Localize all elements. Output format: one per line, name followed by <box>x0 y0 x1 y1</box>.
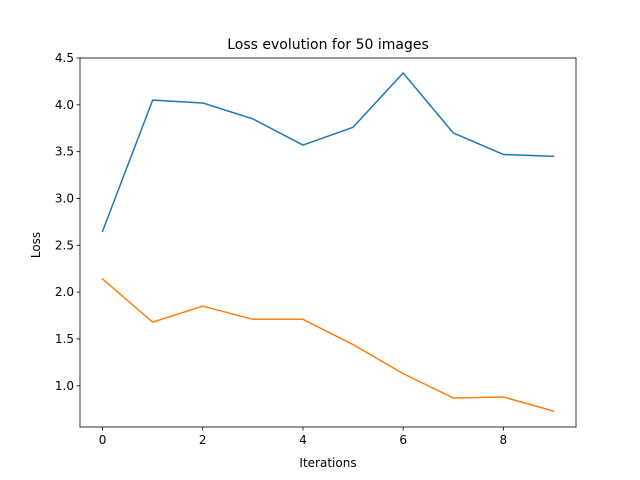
y-tick-label: 4.0 <box>55 98 74 112</box>
x-tick-label: 6 <box>399 433 407 447</box>
x-axis-label: Iterations <box>299 456 356 470</box>
plot-frame <box>79 57 577 428</box>
x-tick-label: 2 <box>199 433 207 447</box>
y-axis-label: Loss <box>29 232 43 258</box>
series-layer <box>101 72 555 413</box>
y-tick-label: 4.5 <box>55 51 74 65</box>
x-axis: 0 2 4 6 8 <box>99 427 507 447</box>
series-line-1 <box>101 72 555 233</box>
y-tick-label: 3.0 <box>55 191 74 205</box>
x-tick-label: 8 <box>500 433 508 447</box>
x-tick-label: 0 <box>99 433 107 447</box>
series-line-2 <box>101 277 555 413</box>
y-axis: 1.0 1.5 2.0 2.5 3.0 3.5 4.0 4.5 <box>55 51 80 393</box>
y-tick-label: 1.0 <box>55 379 74 393</box>
chart-title: Loss evolution for 50 images <box>227 37 429 53</box>
y-tick-label: 1.5 <box>55 332 74 346</box>
x-tick-label: 4 <box>299 433 307 447</box>
y-tick-label: 2.0 <box>55 285 74 299</box>
y-tick-label: 3.5 <box>55 145 74 159</box>
plot-area <box>79 57 577 428</box>
y-tick-label: 2.5 <box>55 238 74 252</box>
